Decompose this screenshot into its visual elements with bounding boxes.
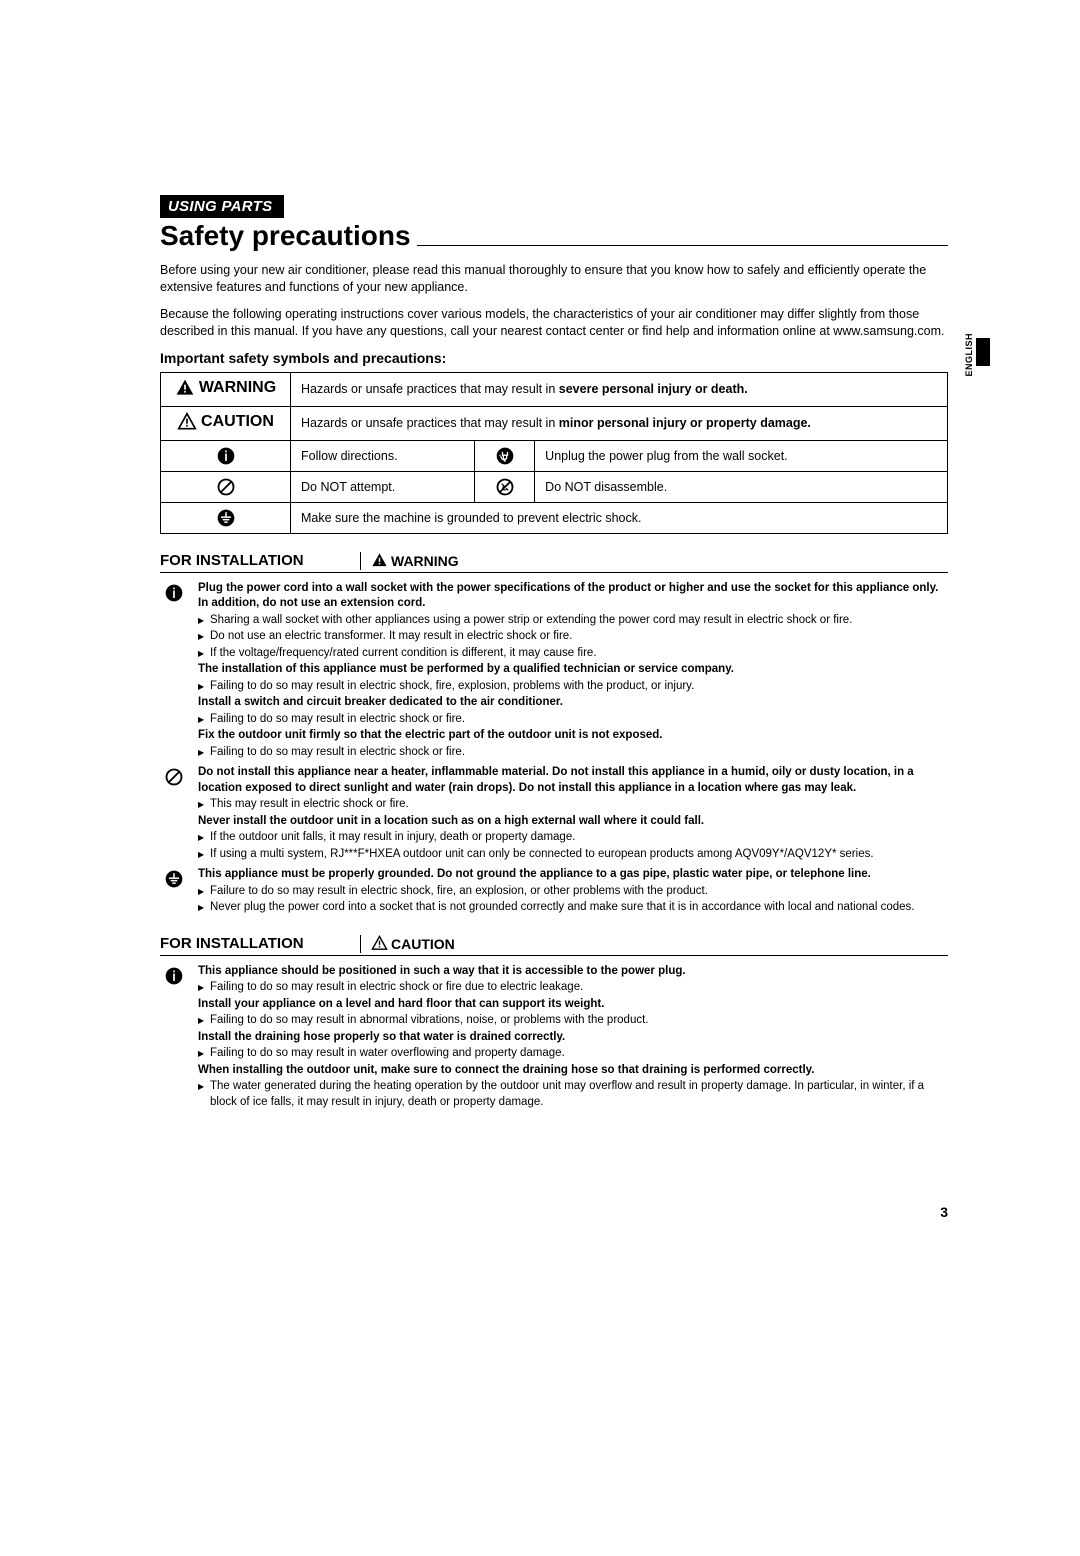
bold-line: When installing the outdoor unit, make s… <box>198 1063 948 1079</box>
section-divider <box>360 552 361 570</box>
bullet-line: Sharing a wall socket with other applian… <box>198 613 948 629</box>
symbols-table: WARNING Hazards or unsafe practices that… <box>160 372 948 534</box>
warning-cell: WARNING <box>161 372 291 406</box>
content-block: Do not install this appliance near a hea… <box>160 765 948 863</box>
block-body: This appliance must be properly grounded… <box>198 867 948 917</box>
bullet-line: If the outdoor unit falls, it may result… <box>198 830 948 846</box>
section-title: FOR INSTALLATION <box>160 935 360 952</box>
bullet-line: This may result in electric shock or fir… <box>198 797 948 813</box>
nodisassemble-icon <box>495 477 515 497</box>
bold-line: Fix the outdoor unit firmly so that the … <box>198 728 948 744</box>
ground-icon-cell <box>161 502 291 533</box>
section-divider <box>360 935 361 953</box>
page-title-text: Safety precautions <box>160 220 411 252</box>
follow-desc: Follow directions. <box>291 440 475 471</box>
sections-root: FOR INSTALLATION WARNING Plug the power co… <box>160 552 948 1112</box>
content-block: This appliance must be properly grounded… <box>160 867 948 917</box>
page-title: Safety precautions <box>160 220 948 252</box>
section-header: FOR INSTALLATION CAUTION <box>160 935 948 956</box>
caution-cell: CAUTION <box>161 406 291 440</box>
bullet-line: Failing to do so may result in water ove… <box>198 1046 948 1062</box>
info-icon <box>164 583 184 603</box>
bold-line: Plug the power cord into a wall socket w… <box>198 581 948 612</box>
warning-desc-pre: Hazards or unsafe practices that may res… <box>301 382 559 396</box>
block-icon <box>160 867 188 917</box>
noattempt-icon-cell <box>161 471 291 502</box>
warning-icon <box>371 552 388 569</box>
section-level: CAUTION <box>371 935 455 952</box>
bullet-line: Failing to do so may result in electric … <box>198 745 948 761</box>
block-icon <box>160 964 188 1112</box>
block-body: Plug the power cord into a wall socket w… <box>198 581 948 762</box>
section-header: FOR INSTALLATION WARNING <box>160 552 948 573</box>
block-body: This appliance should be positioned in s… <box>198 964 948 1112</box>
warning-desc-bold: severe personal injury or death. <box>559 382 748 396</box>
noattempt-desc: Do NOT attempt. <box>291 471 475 502</box>
unplug-icon-cell <box>475 440 535 471</box>
intro-p2: Because the following operating instruct… <box>160 306 948 340</box>
caution-desc-pre: Hazards or unsafe practices that may res… <box>301 416 559 430</box>
section-title: FOR INSTALLATION <box>160 552 360 569</box>
bold-line: Install the draining hose properly so th… <box>198 1030 948 1046</box>
block-icon <box>160 765 188 863</box>
bullet-line: If using a multi system, RJ***F*HXEA out… <box>198 847 948 863</box>
warning-desc: Hazards or unsafe practices that may res… <box>291 372 948 406</box>
content-block: This appliance should be positioned in s… <box>160 964 948 1112</box>
bold-line: The installation of this appliance must … <box>198 662 948 678</box>
info-icon <box>164 966 184 986</box>
intro-block: Before using your new air conditioner, p… <box>160 262 948 340</box>
prohibit-icon <box>164 767 184 787</box>
bullet-line: Do not use an electric transformer. It m… <box>198 629 948 645</box>
caution-desc-bold: minor personal injury or property damage… <box>559 416 811 430</box>
bullet-line: Failing to do so may result in electric … <box>198 980 948 996</box>
symbols-heading: Important safety symbols and precautions… <box>160 350 948 366</box>
bold-line: Do not install this appliance near a hea… <box>198 765 948 796</box>
block-icon <box>160 581 188 762</box>
page-number: 3 <box>940 1204 948 1220</box>
bullet-line: If the voltage/frequency/rated current c… <box>198 646 948 662</box>
warning-icon <box>175 378 195 398</box>
content-block: Plug the power cord into a wall socket w… <box>160 581 948 762</box>
bold-line: Install your appliance on a level and ha… <box>198 997 948 1013</box>
bullet-line: Failing to do so may result in electric … <box>198 679 948 695</box>
caution-icon <box>177 412 197 432</box>
block-body: Do not install this appliance near a hea… <box>198 765 948 863</box>
bold-line: Never install the outdoor unit in a loca… <box>198 814 948 830</box>
caution-label: CAUTION <box>201 413 274 431</box>
section-level: WARNING <box>371 552 459 569</box>
unplug-desc: Unplug the power plug from the wall sock… <box>535 440 948 471</box>
bullet-line: The water generated during the heating o… <box>198 1079 948 1110</box>
bullet-line: Failing to do so may result in abnormal … <box>198 1013 948 1029</box>
bullet-line: Never plug the power cord into a socket … <box>198 900 948 916</box>
section-tag: USING PARTS <box>160 195 284 218</box>
warning-label: WARNING <box>199 379 276 397</box>
title-rule <box>417 245 948 246</box>
bullet-line: Failing to do so may result in electric … <box>198 712 948 728</box>
nodis-desc: Do NOT disassemble. <box>535 471 948 502</box>
ground-desc: Make sure the machine is grounded to pre… <box>291 502 948 533</box>
unplug-icon <box>495 446 515 466</box>
prohibit-icon <box>216 477 236 497</box>
section-level-text: CAUTION <box>391 936 455 952</box>
ground-icon <box>164 869 184 889</box>
language-label: ENGLISH <box>964 333 974 377</box>
bold-line: This appliance must be properly grounded… <box>198 867 948 883</box>
caution-icon <box>371 935 388 952</box>
follow-icon-cell <box>161 440 291 471</box>
intro-p1: Before using your new air conditioner, p… <box>160 262 948 296</box>
section-level-text: WARNING <box>391 553 459 569</box>
nodis-icon-cell <box>475 471 535 502</box>
bold-line: Install a switch and circuit breaker ded… <box>198 695 948 711</box>
bullet-line: Failure to do so may result in electric … <box>198 884 948 900</box>
ground-icon <box>216 508 236 528</box>
info-icon <box>216 446 236 466</box>
page-edge-tab <box>976 338 990 366</box>
caution-desc: Hazards or unsafe practices that may res… <box>291 406 948 440</box>
bold-line: This appliance should be positioned in s… <box>198 964 948 980</box>
